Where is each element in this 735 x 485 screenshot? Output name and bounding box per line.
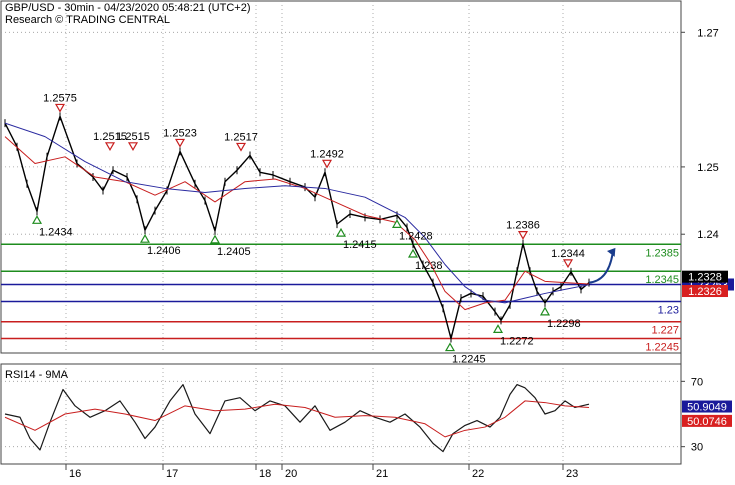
- swing-high-label: 1.2386: [506, 220, 540, 232]
- swing-low-label: 1.2298: [547, 318, 581, 330]
- chart-symbol-title: GBP/USD - 30min - 04/23/2020 05:48:21 (U…: [5, 2, 250, 14]
- rsi-axis-label: 30: [691, 442, 703, 454]
- swing-high-label: 1.2344: [551, 248, 585, 260]
- rsi-axis-label: 70: [691, 376, 703, 388]
- swing-low-label: 1.2245: [452, 354, 486, 366]
- rsi-ma-line: [4, 400, 590, 438]
- swing-high-label: 1.2492: [310, 148, 344, 160]
- swing-low-marker: [335, 227, 347, 237]
- swing-high-marker: [321, 159, 333, 169]
- swing-low-marker: [139, 233, 151, 243]
- forecast-arrow-shaft: [588, 250, 614, 284]
- level-label: 1.2345: [645, 274, 679, 286]
- current-price-label: 1.2328: [688, 272, 722, 284]
- swing-high-marker: [562, 259, 574, 269]
- x-axis-label: 18: [259, 468, 271, 480]
- chart-research-credit: Research © TRADING CENTRAL: [5, 14, 170, 26]
- level-label: 1.2245: [645, 342, 679, 354]
- swing-high-marker: [54, 103, 66, 113]
- swing-high-label: 1.2523: [163, 127, 197, 139]
- swing-low-label: 1.2428: [399, 230, 433, 242]
- rsi-panel-frame: [0, 363, 682, 465]
- current-price-label: 1.2326: [688, 286, 722, 298]
- price-axis-label: 1.27: [697, 27, 718, 39]
- swing-low-label: 1.2406: [147, 245, 181, 257]
- x-axis-label: 21: [376, 468, 388, 480]
- level-label: 1.227: [651, 325, 679, 337]
- price-series-layer: [4, 112, 616, 343]
- x-axis-label: 22: [472, 468, 484, 480]
- swing-low-marker: [31, 215, 43, 224]
- swing-low-marker: [209, 234, 221, 244]
- swing-high-label: 1.2517: [224, 131, 258, 143]
- current-price-tag: [682, 285, 728, 298]
- level-label: 1.2385: [645, 247, 679, 259]
- rsi-series-layer: [4, 384, 590, 453]
- swing-low-label: 1.2415: [343, 239, 377, 251]
- rsi-line: [4, 384, 590, 453]
- rsi-title: RSI14 - 9MA: [5, 369, 69, 381]
- swing-high-marker: [104, 142, 116, 151]
- swing-high-marker: [174, 138, 186, 148]
- rsi-current-label: 50.9049: [687, 402, 727, 414]
- x-axis-label: 16: [69, 468, 81, 480]
- current-price-tag: [682, 270, 728, 283]
- price-axis-label: 1.24: [697, 229, 718, 241]
- slow-ma-line: [4, 122, 590, 304]
- x-axis-label: 20: [285, 468, 297, 480]
- level-label: 1.23: [658, 305, 679, 317]
- forecast-arrow-head: [606, 247, 616, 257]
- axis-labels-layer: 1.27 1.25 1.24 16 17 18 20 21 22 23 1.2328 1.2326 70…: [65, 27, 732, 480]
- x-axis-label: 23: [566, 468, 578, 480]
- rsi-current-tag: [682, 400, 732, 413]
- swing-high-marker: [235, 142, 247, 152]
- rsi-current-tag: [682, 414, 732, 427]
- price-axis-label: 1.25: [697, 162, 718, 174]
- swing-high-label: 1.2575: [43, 92, 77, 104]
- fast-ma-line: [4, 136, 590, 311]
- price-panel-frame: [0, 0, 682, 354]
- swing-low-marker: [539, 306, 551, 316]
- swing-high-marker: [127, 142, 139, 151]
- swing-high-label: 1.2515: [116, 131, 150, 143]
- swing-low-marker: [444, 342, 456, 352]
- swing-low-label: 1.2405: [217, 246, 251, 258]
- rsi-current-label: 50.0746: [687, 416, 727, 428]
- swing-high-marker: [517, 231, 529, 240]
- swing-low-marker: [407, 248, 419, 258]
- swing-low-marker: [391, 219, 403, 228]
- swing-low-label: 1.238: [415, 260, 443, 272]
- swing-low-label: 1.2272: [500, 335, 534, 347]
- swing-high-label: 1.2515: [93, 131, 127, 143]
- swing-low-marker: [492, 324, 504, 333]
- x-axis-label: 17: [166, 468, 178, 480]
- swing-low-label: 1.2434: [39, 226, 73, 238]
